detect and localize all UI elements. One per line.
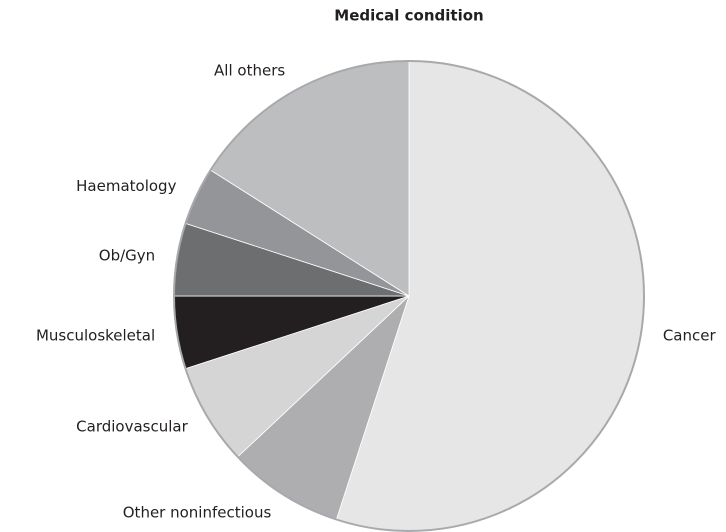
slice-label: All others [214,61,285,79]
slice-label: Ob/Gyn [99,246,155,264]
slice-label: Musculoskeletal [36,327,155,345]
chart-title: Medical condition [334,7,483,25]
slice-label: Cancer [663,327,717,345]
pie-outline [173,60,645,532]
slice-label: Cardiovascular [76,417,188,435]
slice-label: Other noninfectious [123,503,272,521]
slice-label: Haematology [76,177,176,195]
